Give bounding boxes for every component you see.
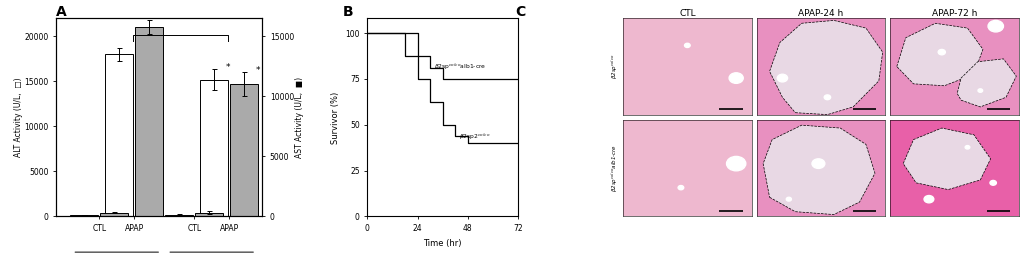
Circle shape xyxy=(684,43,690,48)
Title: APAP-72 h: APAP-72 h xyxy=(932,9,977,18)
Circle shape xyxy=(990,180,996,185)
Circle shape xyxy=(824,95,830,100)
Text: A: A xyxy=(56,5,67,19)
Circle shape xyxy=(786,197,792,201)
Text: C: C xyxy=(515,5,525,19)
Title: CTL: CTL xyxy=(679,9,695,18)
Bar xyxy=(105,54,133,216)
Text: $\beta$2sp2$^{co/co}$: $\beta$2sp2$^{co/co}$ xyxy=(460,132,490,143)
Circle shape xyxy=(988,20,1004,32)
Circle shape xyxy=(938,49,945,55)
Circle shape xyxy=(966,145,970,149)
Polygon shape xyxy=(897,23,983,86)
Bar xyxy=(196,213,223,216)
Title: APAP-24 h: APAP-24 h xyxy=(799,9,844,18)
X-axis label: Time (hr): Time (hr) xyxy=(423,239,462,248)
Bar xyxy=(71,215,98,216)
Y-axis label: $\beta$2sp$^{co/co}$alb1-cre: $\beta$2sp$^{co/co}$alb1-cre xyxy=(610,144,621,192)
Bar xyxy=(135,27,163,216)
Circle shape xyxy=(924,196,934,203)
Circle shape xyxy=(978,89,983,92)
Polygon shape xyxy=(763,125,874,215)
Circle shape xyxy=(777,74,787,82)
Text: *: * xyxy=(226,63,230,73)
Bar xyxy=(230,84,258,216)
Bar xyxy=(200,80,228,216)
Polygon shape xyxy=(957,59,1016,107)
Circle shape xyxy=(727,156,745,171)
Polygon shape xyxy=(903,128,990,190)
Y-axis label: $\beta$2sp$^{co/co}$: $\beta$2sp$^{co/co}$ xyxy=(610,54,621,79)
Circle shape xyxy=(729,73,743,83)
Text: $\beta$2sp$^{co/co}$alb1-cre: $\beta$2sp$^{co/co}$alb1-cre xyxy=(434,61,486,72)
Y-axis label: Survivor (%): Survivor (%) xyxy=(331,91,340,144)
Polygon shape xyxy=(770,20,883,115)
Text: *: * xyxy=(256,66,260,75)
Bar xyxy=(100,213,128,216)
Y-axis label: AST Activity (U/L,  ■): AST Activity (U/L, ■) xyxy=(295,77,304,158)
Y-axis label: ALT Activity (U/L,  □): ALT Activity (U/L, □) xyxy=(14,78,24,157)
Circle shape xyxy=(812,159,825,168)
Text: B: B xyxy=(343,5,353,19)
Bar xyxy=(165,215,194,216)
Circle shape xyxy=(678,186,684,190)
